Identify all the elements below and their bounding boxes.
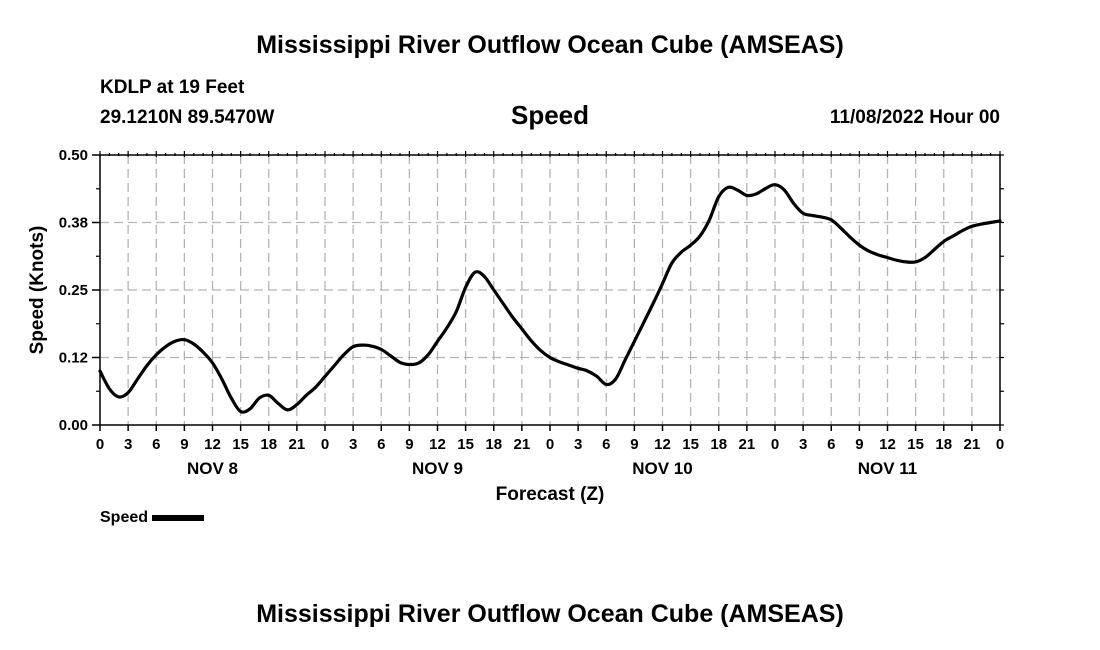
station-label: KDLP at 19 Feet (100, 77, 245, 98)
speed-series-line (98, 183, 1002, 414)
x-tick-label: 18 (485, 436, 502, 453)
datetime-label: 11/08/2022 Hour 00 (829, 107, 1000, 128)
x-tick-label: 9 (855, 436, 863, 453)
x-tick-label: 18 (260, 436, 277, 453)
legend-label: Speed (100, 509, 149, 526)
x-tick-label: 21 (514, 436, 531, 453)
x-tick-label: 21 (964, 436, 981, 453)
legend: Speed (100, 509, 205, 527)
footer-title: Mississippi River Outflow Ocean Cube (AM… (256, 600, 844, 628)
x-tick-label: 15 (907, 436, 924, 453)
x-tick-label: 21 (739, 436, 756, 453)
day-label: NOV 8 (187, 459, 238, 478)
chart-title: Mississippi River Outflow Ocean Cube (AM… (256, 31, 844, 59)
x-tick-label: 3 (574, 436, 582, 453)
day-label: NOV 9 (412, 459, 463, 478)
day-label: NOV 11 (858, 459, 918, 478)
x-tick-label: 0 (96, 436, 104, 453)
x-tick-label: 15 (457, 436, 474, 453)
y-axis-title: Speed (Knots) (27, 226, 48, 355)
x-tick-label: 12 (429, 436, 446, 453)
x-tick-label: 6 (827, 436, 835, 453)
x-tick-label: 6 (602, 436, 610, 453)
x-tick-label: 9 (630, 436, 638, 453)
x-tick-label: 12 (654, 436, 671, 453)
x-tick-label: 9 (405, 436, 413, 453)
x-tick-label: 0 (996, 436, 1004, 453)
x-tick-label: 12 (879, 436, 896, 453)
x-tick-label: 6 (152, 436, 160, 453)
x-tick-label: 21 (289, 436, 306, 453)
x-tick-label: 3 (349, 436, 357, 453)
x-axis-title: Forecast (Z) (496, 484, 605, 505)
x-tick-label: 3 (799, 436, 807, 453)
y-tick-label: 0.00 (59, 417, 88, 434)
y-tick-label: 0.12 (59, 350, 88, 367)
x-tick-label: 18 (710, 436, 727, 453)
x-tick-label: 9 (180, 436, 188, 453)
y-tick-label: 0.38 (59, 215, 88, 232)
y-tick-label: 0.50 (59, 147, 88, 164)
y-tick-label: 0.25 (59, 282, 88, 299)
axis-ticks (92, 151, 1004, 431)
chart-subtitle: Speed (510, 100, 590, 130)
x-tick-label: 3 (124, 436, 132, 453)
x-tick-label: 15 (682, 436, 699, 453)
coordinates-label: 29.1210N 89.5470W (100, 107, 275, 128)
grid-lines (100, 155, 1000, 425)
axis-labels: 0.00 0.12 0.25 0.38 0.50 0 3 6 9 12 15 18 21 0 3 6 9 12 15… (59, 147, 1004, 478)
x-tick-label: 6 (377, 436, 385, 453)
x-tick-label: 0 (546, 436, 554, 453)
x-tick-label: 18 (935, 436, 952, 453)
day-label: NOV 10 (632, 459, 692, 478)
x-tick-label: 15 (232, 436, 249, 453)
legend-line-swatch (152, 515, 205, 521)
x-tick-label: 12 (204, 436, 221, 453)
x-tick-label: 0 (321, 436, 329, 453)
x-tick-label: 0 (771, 436, 779, 453)
